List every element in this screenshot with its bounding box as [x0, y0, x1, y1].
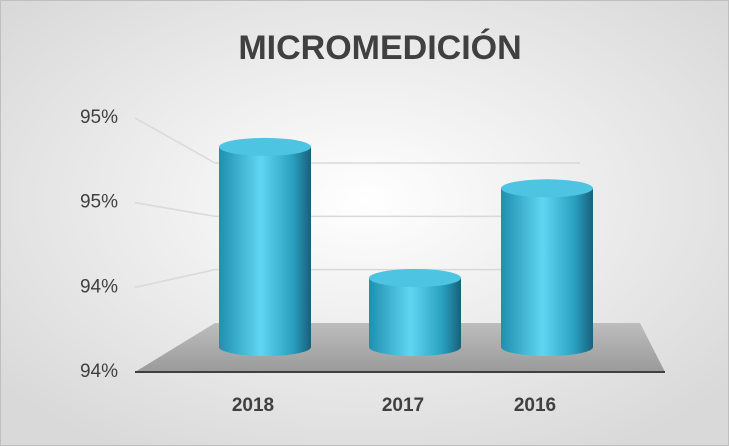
chart-title: MICROMEDICIÓN	[238, 29, 521, 67]
bar-top	[369, 269, 461, 287]
bar	[369, 269, 461, 356]
y-tick-label: 94%	[80, 276, 118, 297]
bar-top	[501, 179, 593, 198]
x-tick-label: 2018	[232, 395, 274, 416]
bar-body	[369, 278, 461, 356]
x-tick-label: 2017	[382, 395, 424, 416]
bar	[219, 137, 311, 356]
grid-line	[134, 201, 216, 218]
x-tick-label: 2016	[514, 395, 556, 416]
grid-line	[134, 117, 216, 164]
y-tick-label: 95%	[80, 107, 118, 128]
y-tick-label: 94%	[80, 361, 118, 382]
bar-top	[219, 137, 311, 156]
bar-body	[219, 146, 311, 356]
bar	[501, 179, 593, 356]
bar-body	[501, 188, 593, 356]
bars	[219, 137, 593, 356]
y-tick-label: 95%	[80, 192, 118, 213]
grid-line	[134, 268, 216, 289]
